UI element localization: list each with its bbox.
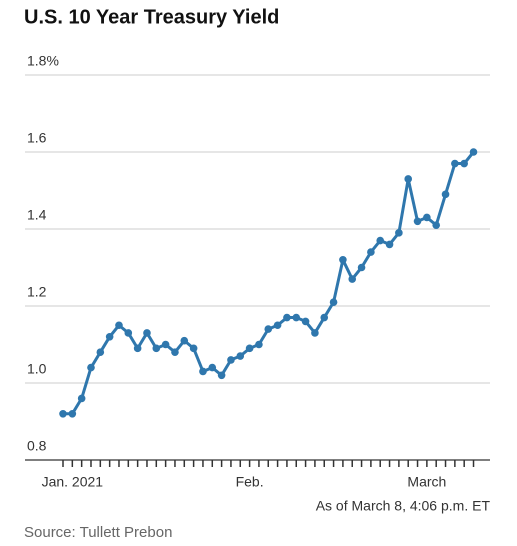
marker — [320, 313, 329, 322]
marker — [264, 325, 273, 333]
marker — [283, 313, 291, 322]
marker — [301, 317, 310, 326]
marker — [236, 352, 245, 360]
marker — [171, 348, 179, 357]
marker — [105, 333, 114, 341]
marker — [423, 213, 431, 222]
y-tick-label: 1.0 — [27, 361, 47, 377]
annotation: As of March 8, 4:06 p.m. ET — [316, 498, 491, 514]
marker — [339, 255, 347, 264]
marker — [329, 298, 338, 306]
marker — [227, 356, 235, 364]
source: Source: Tullett Prebon — [24, 524, 172, 541]
marker — [357, 263, 366, 272]
y-tick-label: 1.6 — [27, 130, 47, 146]
marker — [152, 344, 161, 353]
marker — [59, 410, 67, 418]
marker — [273, 321, 282, 330]
marker — [124, 329, 133, 337]
marker — [413, 217, 422, 226]
marker — [469, 148, 478, 156]
y-tick-label: 0.8 — [27, 438, 47, 454]
marker — [311, 329, 319, 337]
marker — [143, 329, 151, 337]
marker — [77, 394, 86, 403]
marker — [404, 175, 413, 183]
marker — [432, 221, 441, 229]
x-tick-label: March — [407, 474, 446, 490]
marker — [376, 236, 385, 245]
marker — [451, 159, 459, 168]
x-tick-label: Feb. — [236, 474, 264, 490]
marker — [245, 344, 254, 353]
marker — [385, 240, 394, 249]
y-tick-label: 1.4 — [27, 207, 47, 223]
marker — [199, 367, 207, 376]
marker — [189, 344, 198, 353]
marker — [441, 190, 450, 199]
marker — [348, 275, 357, 283]
marker — [460, 159, 468, 168]
line — [63, 151, 475, 416]
marker — [367, 248, 375, 256]
marker — [133, 344, 142, 353]
x-tick-label: Jan. 2021 — [42, 474, 104, 490]
y-tick-label: 1.2 — [27, 284, 47, 300]
marker — [180, 336, 189, 345]
marker — [96, 348, 105, 357]
marker — [255, 340, 263, 349]
marker — [87, 363, 95, 372]
marker — [217, 371, 226, 380]
y-tick-label: 1.8% — [27, 53, 59, 69]
marker — [68, 410, 77, 418]
marker — [395, 229, 403, 237]
marker — [161, 340, 170, 349]
marker — [292, 313, 301, 322]
marker — [208, 363, 217, 372]
chart-title: U.S. 10 Year Treasury Yield — [24, 6, 279, 28]
marker — [115, 321, 123, 330]
